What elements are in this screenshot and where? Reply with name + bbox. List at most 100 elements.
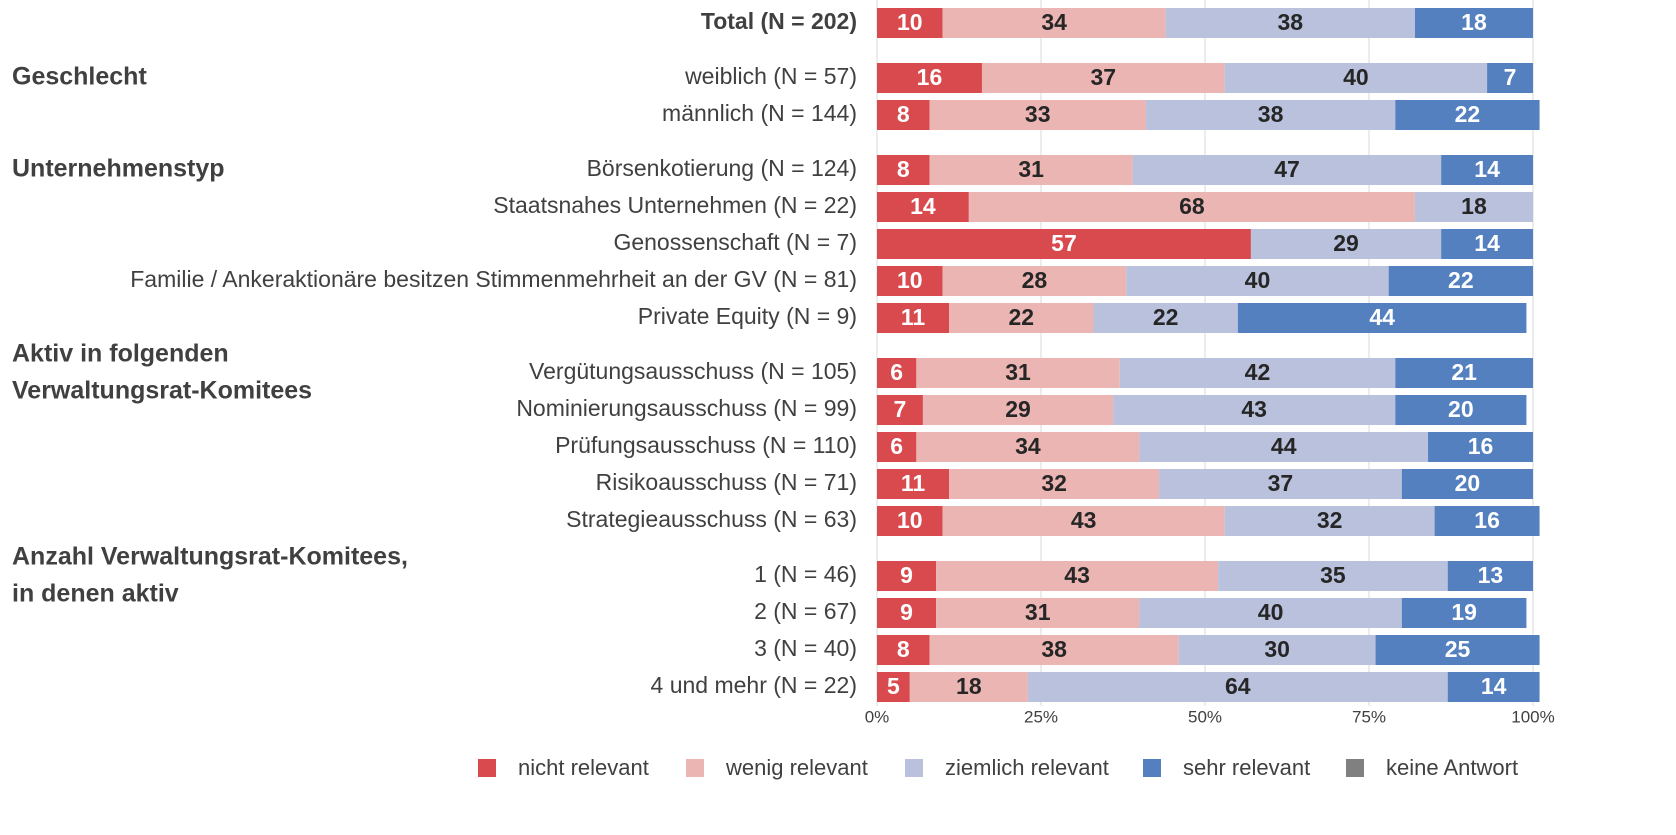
data-label: 31 — [1025, 599, 1051, 625]
bar-segment — [1119, 358, 1396, 388]
data-label: 28 — [1022, 267, 1048, 293]
data-label: 33 — [1025, 101, 1051, 127]
data-label: 31 — [1005, 359, 1031, 385]
category-label: Private Equity (N = 9) — [638, 303, 857, 329]
bar-segment — [942, 506, 1225, 536]
data-label: 43 — [1064, 562, 1090, 588]
data-label: 22 — [1009, 304, 1035, 330]
data-label: 38 — [1277, 9, 1303, 35]
bar-segment — [968, 192, 1415, 222]
bar-segment — [916, 358, 1120, 388]
data-label: 10 — [897, 9, 923, 35]
legend-label: keine Antwort — [1386, 755, 1518, 780]
bar-segment — [1237, 303, 1527, 333]
bar-segment — [877, 155, 930, 185]
bar-segment — [949, 469, 1160, 499]
bar-segment — [922, 395, 1114, 425]
data-label: 18 — [1461, 193, 1487, 219]
bar-segment — [949, 303, 1094, 333]
category-label: Strategieausschuss (N = 63) — [566, 506, 857, 532]
bar-segment — [1388, 266, 1533, 296]
data-label: 22 — [1153, 304, 1179, 330]
data-label: 10 — [897, 507, 923, 533]
bar-segment — [929, 635, 1179, 665]
data-label: 32 — [1041, 470, 1067, 496]
category-label: Börsenkotierung (N = 124) — [587, 155, 857, 181]
category-label: Familie / Ankeraktionäre besitzen Stimme… — [130, 266, 857, 292]
bar-segment — [916, 432, 1140, 462]
bar-segment — [1434, 506, 1540, 536]
data-label: 68 — [1179, 193, 1205, 219]
bar-segment — [877, 63, 982, 93]
bar-segment — [1428, 432, 1533, 462]
data-label: 7 — [1504, 64, 1517, 90]
x-tick-label: 0% — [865, 707, 890, 726]
data-label: 16 — [1474, 507, 1500, 533]
bar-segment — [1395, 100, 1540, 130]
data-label: 13 — [1478, 562, 1504, 588]
data-label: 34 — [1041, 9, 1067, 35]
category-label: Vergütungsausschuss (N = 105) — [529, 358, 857, 384]
data-label: 32 — [1317, 507, 1343, 533]
bar-segment — [877, 8, 943, 38]
data-label: 11 — [901, 304, 926, 330]
data-label: 10 — [897, 267, 923, 293]
legend-swatch — [478, 759, 496, 777]
bar-segment — [942, 8, 1166, 38]
data-label: 8 — [897, 636, 910, 662]
bar-segment — [1159, 469, 1402, 499]
data-label: 18 — [1461, 9, 1487, 35]
bar-segment — [1224, 63, 1488, 93]
bar-segment — [1218, 561, 1448, 591]
data-label: 14 — [1481, 673, 1507, 699]
category-label: Total (N = 202) — [701, 8, 857, 34]
data-label: 18 — [956, 673, 982, 699]
category-label: Prüfungsausschuss (N = 110) — [555, 432, 857, 458]
category-label: männlich (N = 144) — [662, 100, 857, 126]
bar-segment — [877, 358, 917, 388]
bar-segment — [877, 192, 969, 222]
data-label: 8 — [897, 156, 910, 182]
bar-segment — [1126, 266, 1389, 296]
data-label: 9 — [900, 599, 913, 625]
data-label: 43 — [1241, 396, 1267, 422]
bar-segment — [1441, 155, 1533, 185]
bar-segment — [1113, 395, 1396, 425]
data-label: 25 — [1445, 636, 1471, 662]
data-label: 29 — [1333, 230, 1359, 256]
data-label: 5 — [887, 673, 900, 699]
legend-label: nicht relevant — [518, 755, 649, 780]
group-label: Aktiv in folgenden — [12, 340, 229, 368]
category-label: 3 (N = 40) — [754, 635, 857, 661]
legend-swatch — [1346, 759, 1364, 777]
bar-segment — [936, 561, 1219, 591]
bar-segment — [1145, 100, 1396, 130]
category-label: Risikoausschuss (N = 71) — [596, 469, 857, 495]
data-label: 30 — [1264, 636, 1290, 662]
legend-label: sehr relevant — [1183, 755, 1310, 780]
data-label: 34 — [1015, 433, 1041, 459]
bar-segment — [877, 100, 930, 130]
bar-segment — [877, 469, 950, 499]
data-label: 37 — [1268, 470, 1294, 496]
bar-segment — [1401, 469, 1533, 499]
legend-swatch — [1143, 759, 1161, 777]
category-label: 1 (N = 46) — [754, 561, 857, 587]
x-tick-label: 75% — [1352, 707, 1386, 726]
data-label: 40 — [1343, 64, 1369, 90]
data-label: 57 — [1051, 230, 1077, 256]
data-label: 43 — [1071, 507, 1097, 533]
bar-segment — [877, 229, 1251, 259]
data-label: 35 — [1320, 562, 1346, 588]
bar-segment — [1414, 192, 1533, 222]
bar-segment — [877, 395, 923, 425]
bar-segment — [877, 635, 930, 665]
bar-segment — [1447, 672, 1540, 702]
legend-label: wenig relevant — [725, 755, 868, 780]
bar-segment — [877, 672, 910, 702]
category-label: Genossenschaft (N = 7) — [613, 229, 857, 255]
bar-segment — [877, 598, 937, 628]
legend-swatch — [686, 759, 704, 777]
bar-segment — [1441, 229, 1533, 259]
